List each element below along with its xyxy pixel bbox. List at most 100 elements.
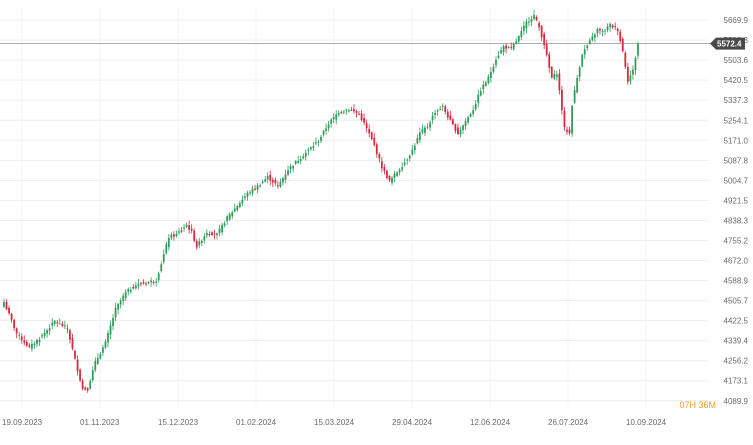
candle-body xyxy=(254,188,256,190)
candle-body xyxy=(198,241,201,246)
candle-body xyxy=(251,188,254,194)
candle-body xyxy=(528,21,530,23)
y-tick-label: 4089.9 xyxy=(724,397,749,406)
candle-body xyxy=(147,282,150,284)
candle-body xyxy=(515,41,518,44)
candle-body xyxy=(173,234,175,237)
x-axis: 19.09.2023 01.11.2023 15.12.2023 01.02.2024… xyxy=(2,418,667,427)
candle-body xyxy=(81,380,84,389)
candle-body xyxy=(454,124,457,131)
candle-body xyxy=(558,73,561,91)
candle-body xyxy=(109,325,112,335)
candle-body xyxy=(246,192,249,197)
candle-body xyxy=(282,178,284,183)
candle-body xyxy=(69,330,71,340)
candle-body xyxy=(573,90,576,103)
x-tick-label: 12.06.2024 xyxy=(470,418,511,427)
candle-body xyxy=(231,212,234,217)
candle-body xyxy=(56,322,59,324)
candle-body xyxy=(632,69,634,75)
candle-body xyxy=(403,162,406,165)
candle-body xyxy=(408,155,411,159)
candle-body xyxy=(94,360,97,371)
candle-body xyxy=(99,354,102,359)
x-tick-label: 29.04.2024 xyxy=(392,418,433,427)
candle-body xyxy=(15,328,18,334)
candle-body xyxy=(96,357,99,364)
candle-body xyxy=(315,142,317,144)
candle-body xyxy=(134,285,137,289)
candle-body xyxy=(373,137,376,145)
candle-body xyxy=(591,36,594,41)
candle-body xyxy=(302,156,305,159)
candle-body xyxy=(183,227,185,229)
candle-body xyxy=(563,110,566,127)
candle-body xyxy=(38,339,41,343)
candle-body xyxy=(545,44,548,55)
candle-body xyxy=(462,125,464,131)
candle-body xyxy=(236,206,239,211)
y-tick-label: 4339.4 xyxy=(724,337,749,346)
candle-body xyxy=(401,167,404,170)
candle-body xyxy=(190,228,193,231)
candle-body xyxy=(568,129,571,134)
candle-body xyxy=(337,112,340,115)
candle-body xyxy=(221,224,223,233)
candle-body xyxy=(261,181,264,184)
candle-body xyxy=(112,317,114,327)
candle-body xyxy=(510,46,513,48)
candle-body xyxy=(593,34,596,38)
candle-body xyxy=(162,254,165,262)
y-tick-label: 4505.7 xyxy=(724,297,749,306)
candle-body xyxy=(114,307,117,318)
candle-body xyxy=(396,172,398,176)
candle-body xyxy=(18,334,21,336)
candle-body xyxy=(467,117,469,123)
candle-body xyxy=(609,23,612,28)
candle-body xyxy=(517,36,520,42)
candle-body xyxy=(48,328,51,331)
candle-body xyxy=(28,345,31,347)
candle-body xyxy=(175,233,178,237)
candle-body xyxy=(464,121,467,127)
candle-body xyxy=(375,144,378,155)
candle-body xyxy=(238,203,241,208)
candle-body xyxy=(637,43,639,56)
candle-body xyxy=(492,66,495,72)
candle-body xyxy=(391,177,393,183)
x-tick-label: 19.09.2023 xyxy=(2,418,43,427)
candle-body xyxy=(274,180,277,184)
candle-body xyxy=(228,213,231,220)
candle-body xyxy=(578,67,581,77)
candle-body xyxy=(124,291,127,299)
candle-body xyxy=(599,28,601,31)
candle-body xyxy=(482,84,485,90)
candle-body xyxy=(170,234,173,238)
candle-body xyxy=(472,110,475,115)
candle-body xyxy=(104,341,107,348)
y-tick-label: 4256.2 xyxy=(724,357,749,366)
candle-body xyxy=(363,118,366,123)
candle-body xyxy=(58,323,61,325)
candle-body xyxy=(5,302,8,310)
candle-body xyxy=(507,46,510,48)
candle-body xyxy=(416,138,419,144)
candle-body xyxy=(41,335,43,337)
candle-body xyxy=(312,145,315,148)
candle-body xyxy=(360,113,363,121)
candle-body xyxy=(533,14,535,19)
candle-body xyxy=(365,123,368,128)
current-price-tag-shape xyxy=(710,37,745,50)
candle-body xyxy=(30,343,33,349)
candle-body xyxy=(157,273,160,281)
grid-lines xyxy=(0,8,708,408)
candle-body xyxy=(119,300,122,305)
candle-body xyxy=(117,303,120,310)
y-tick-label: 5087.8 xyxy=(724,156,749,165)
candle-body xyxy=(634,58,637,71)
candle-body xyxy=(297,160,300,164)
candle-body xyxy=(347,110,350,112)
candle-body xyxy=(626,67,629,82)
